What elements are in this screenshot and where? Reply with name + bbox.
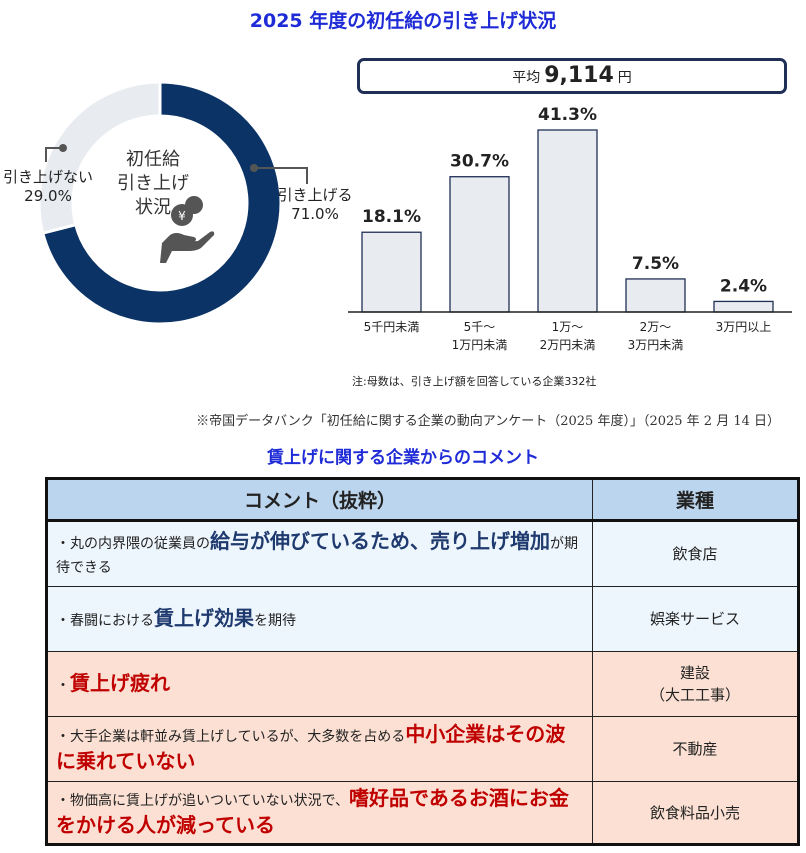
center-line-3: 状況 [135, 197, 171, 218]
slice-label-no: 引き上げない 29.0% [0, 168, 96, 206]
industry-cell: 建設 （大工工事） [592, 651, 799, 717]
comment-cell: ・大手企業は軒並み賃上げしているが、大多数を占める中小企業はその波に乗れていない [46, 716, 593, 782]
table-row: ・大手企業は軒並み賃上げしているが、大多数を占める中小企業はその波に乗れていない… [46, 716, 799, 782]
comments-title: 賃上げに関する企業からのコメント [267, 448, 539, 468]
slice-value: 71.0% [291, 205, 339, 223]
svg-text:¥: ¥ [178, 209, 186, 223]
leader-lines [45, 144, 308, 184]
category-label: 2万～ [640, 320, 672, 334]
comment-cell: ・丸の内界隈の従業員の給与が伸びているため、売り上げ増加が期待できる [46, 520, 593, 587]
bar-value-label: 18.1% [362, 207, 421, 227]
category-label: 5千～ [464, 320, 496, 334]
industry-cell: 娯楽サービス [592, 586, 799, 652]
donut-slice-1 [37, 80, 162, 235]
donut-chart [37, 80, 283, 326]
emphasis-text: 給与が伸びているため、売り上げ増加 [210, 528, 550, 553]
bar-4 [713, 300, 774, 313]
comment-cell: ・物価高に賃上げが追いついていない状況で、嗜好品であるお酒にお金をかける人が減っ… [46, 781, 593, 845]
bar-value-label: 41.3% [538, 105, 597, 125]
bar-0 [361, 231, 422, 313]
source-citation: ※帝国データバンク「初任給に関する企業の動向アンケート（2025 年度）」（20… [196, 414, 780, 429]
bar-1 [449, 176, 510, 313]
industry-cell: 不動産 [592, 716, 799, 782]
emphasis-text: 中小企業はその波に乗れていない [56, 722, 566, 773]
chart-note: 注:母数は、引き上げ額を回答している企業332社 [352, 375, 597, 388]
category-label: 3万円未満 [628, 338, 684, 352]
yen-hand-icon: ¥ [160, 196, 215, 263]
average-value: 9,114 [544, 63, 614, 88]
bar-chart: 18.1% 5千円未満 30.7% 5千～ 1万円未満 41.3% 1万～ 2万円未満 7.5%… [348, 105, 792, 352]
emphasis-text: 賃上げ効果 [154, 605, 254, 630]
emphasis-text: 嗜好品であるお酒にお金をかける人が減っている [56, 785, 569, 837]
comment-cell: ・賃上げ疲れ [46, 651, 593, 717]
emphasis-text: 賃上げ疲れ [70, 670, 170, 695]
category-label: 5千円未満 [364, 320, 420, 334]
slice-name: 引き上げる [277, 186, 353, 204]
comments-table: コメント（抜粋） 業種 ・丸の内界隈の従業員の給与が伸びているため、売り上げ増加… [45, 477, 800, 846]
comment-text: ・物価高に賃上げが追いついていない状況で、 [56, 792, 350, 809]
header-comment: コメント（抜粋） [46, 478, 593, 522]
comment-cell: ・春闘における賃上げ効果を期待 [46, 586, 593, 652]
comment-text: が期待できる [56, 535, 578, 576]
donut-slice-0 [40, 80, 283, 326]
table-row: ・丸の内界隈の従業員の給与が伸びているため、売り上げ増加が期待できる 飲食店 [46, 520, 799, 587]
category-label: 3万円以上 [716, 320, 772, 334]
bar-value-label: 2.4% [720, 276, 767, 296]
comment-text: を期待 [254, 612, 296, 629]
table-row: ・物価高に賃上げが追いついていない状況で、嗜好品であるお酒にお金をかける人が減っ… [46, 781, 799, 845]
bar-3 [625, 278, 686, 313]
header-industry: 業種 [592, 478, 799, 522]
center-line-2: 引き上げ [117, 173, 189, 194]
center-line-1: 初任給 [126, 149, 180, 170]
comment-text: ・春闘における [56, 612, 154, 629]
page-title: 2025 年度の初任給の引き上げ状況 [249, 10, 557, 32]
comment-text: ・丸の内界隈の従業員の [56, 535, 210, 552]
category-label: 2万円未満 [540, 338, 596, 352]
slice-label-yes: 引き上げる 71.0% [270, 186, 360, 224]
comment-text: ・ [56, 677, 70, 694]
bar-value-label: 30.7% [450, 152, 509, 172]
category-label: 1万～ [552, 320, 584, 334]
donut-center-label: 初任給 引き上げ 状況 [108, 148, 198, 220]
table-row: ・春闘における賃上げ効果を期待 娯楽サービス [46, 586, 799, 652]
industry-cell: 飲食店 [592, 520, 799, 587]
average-prefix: 平均 [512, 70, 541, 86]
average-unit: 円 [617, 70, 632, 86]
slice-name: 引き上げない [2, 168, 93, 186]
bar-value-label: 7.5% [632, 254, 679, 274]
bar-2 [537, 129, 598, 313]
slice-value: 29.0% [24, 187, 72, 205]
comment-text: ・大手企業は軒並み賃上げしているが、大多数を占める [56, 729, 406, 745]
category-label: 1万円未満 [452, 338, 508, 352]
table-row: ・賃上げ疲れ 建設 （大工工事） [46, 651, 799, 717]
industry-cell: 飲食料品小売 [592, 781, 799, 845]
average-box: 平均 9,114 円 [357, 58, 787, 94]
